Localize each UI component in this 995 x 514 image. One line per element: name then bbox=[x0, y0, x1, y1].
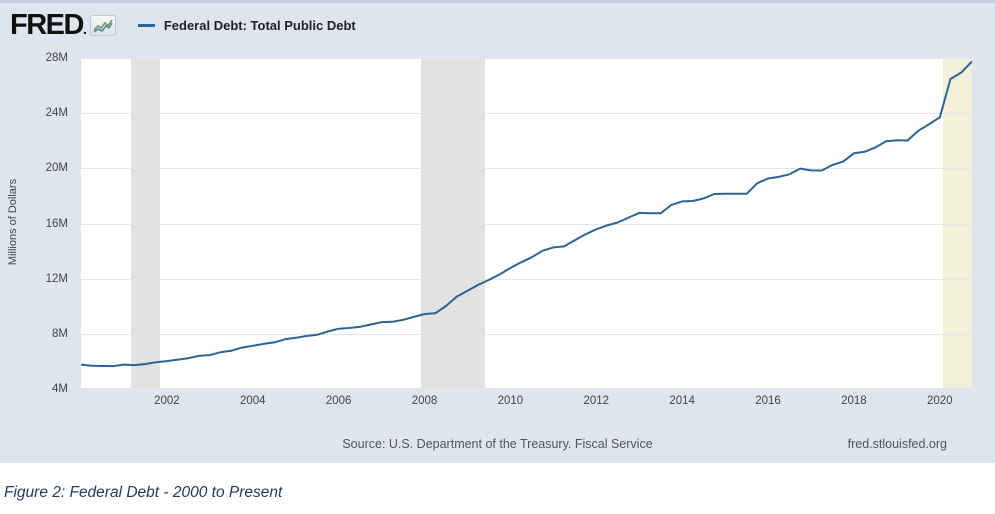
x-tick-label: 2012 bbox=[583, 395, 610, 407]
fred-logo: FRED. bbox=[10, 9, 116, 42]
x-tick-label: 2020 bbox=[926, 395, 953, 407]
x-tick-label: 2004 bbox=[239, 395, 266, 407]
legend: Federal Debt: Total Public Debt bbox=[137, 17, 356, 33]
debt-line-chart bbox=[81, 60, 972, 368]
x-tick-label: 2008 bbox=[411, 395, 438, 407]
source-text: Source: U.S. Department of the Treasury.… bbox=[342, 437, 653, 451]
gridline bbox=[81, 388, 972, 389]
fred-site-url: fred.stlouisfed.org bbox=[847, 437, 947, 451]
gridline bbox=[81, 113, 972, 115]
x-tick-label: 2016 bbox=[755, 395, 781, 407]
fred-sparkline-icon bbox=[89, 14, 116, 36]
fred-logo-registered-dot: . bbox=[82, 20, 87, 37]
gridline bbox=[81, 333, 972, 335]
y-axis-ticks: 4M 8M 12M 16M 20M 24M 28M bbox=[0, 52, 75, 395]
gridline bbox=[81, 278, 972, 280]
y-tick-label: 28M bbox=[45, 52, 68, 64]
x-axis-ticks: 2002 2004 2006 2008 2010 2012 2014 2016 2018 2020 bbox=[81, 395, 972, 411]
y-tick-label: 16M bbox=[45, 217, 68, 230]
gridline bbox=[81, 168, 972, 170]
y-tick-label: 12M bbox=[45, 272, 68, 285]
debt-line-series bbox=[81, 60, 972, 368]
y-tick-label: 8M bbox=[52, 327, 68, 340]
x-tick-label: 2010 bbox=[497, 395, 524, 407]
x-tick-label: 2018 bbox=[841, 395, 867, 407]
legend-series-label: Federal Debt: Total Public Debt bbox=[163, 17, 356, 33]
gridline bbox=[81, 223, 972, 225]
plot-area bbox=[81, 58, 972, 389]
y-tick-label: 20M bbox=[45, 162, 68, 175]
fred-chart: FRED. Federal Debt: Total Public Debt Mi… bbox=[0, 0, 995, 463]
x-tick-label: 2014 bbox=[669, 395, 695, 407]
legend-line-swatch bbox=[137, 23, 155, 27]
fred-logo-text: FRED bbox=[10, 8, 84, 41]
y-tick-label: 4M bbox=[52, 383, 68, 395]
x-tick-label: 2002 bbox=[154, 395, 180, 407]
figure-caption: Figure 2: Federal Debt - 2000 to Present bbox=[4, 484, 283, 501]
gridline bbox=[81, 58, 972, 59]
source-row: Source: U.S. Department of the Treasury.… bbox=[0, 437, 995, 455]
chart-header: FRED. Federal Debt: Total Public Debt bbox=[10, 8, 356, 42]
y-tick-label: 24M bbox=[45, 107, 68, 120]
x-tick-label: 2006 bbox=[325, 395, 352, 407]
